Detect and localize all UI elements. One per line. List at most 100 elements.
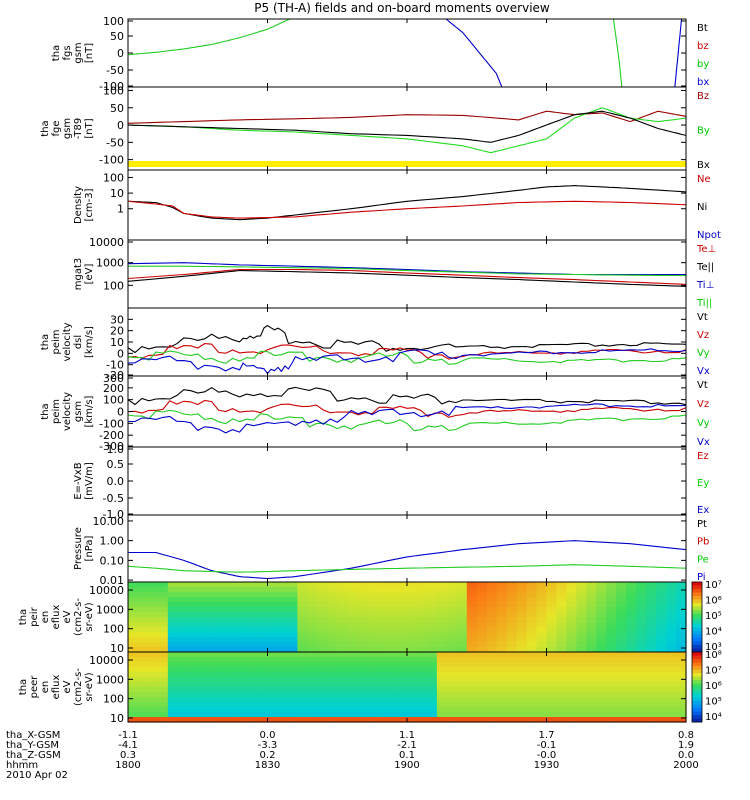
spectrogram-cell <box>297 672 308 678</box>
series-line <box>127 18 291 56</box>
spectrogram-cell <box>287 637 298 643</box>
spectrogram-cell <box>496 632 508 638</box>
spectrogram-cell <box>337 712 348 718</box>
spectrogram-cell <box>128 617 139 623</box>
spectrogram-cell <box>646 667 657 673</box>
colorbar-segment <box>692 617 702 621</box>
spectrogram-cell <box>327 692 338 698</box>
ephemeris-value: 1900 <box>394 760 419 771</box>
spectrogram-cell <box>387 707 398 713</box>
spectrogram-cell <box>576 622 587 628</box>
spectrogram-cell <box>157 607 169 613</box>
spectrogram-cell <box>307 637 318 643</box>
spectrogram-cell <box>466 657 478 663</box>
spectrogram-cell <box>357 672 368 678</box>
spectrogram-cell <box>147 617 159 623</box>
spectrogram-cell <box>596 592 607 598</box>
spectrogram-cell <box>207 702 219 708</box>
spectrogram-cell <box>596 632 607 638</box>
spectrogram-cell <box>656 687 667 693</box>
spectrogram-cell <box>187 682 199 688</box>
spectrogram-cell <box>397 662 408 668</box>
spectrogram-cell <box>367 642 378 648</box>
spectrogram-cell <box>456 587 468 593</box>
spectrogram-cell <box>377 592 388 598</box>
spectrogram-cell <box>666 687 677 693</box>
spectrogram-cell <box>287 667 298 673</box>
colorbar-segment <box>692 694 702 698</box>
spectrogram-cell <box>347 682 358 688</box>
spectrogram-cell <box>197 672 209 678</box>
spectrogram-cell <box>367 667 378 673</box>
spectrogram-cell <box>357 717 368 723</box>
spectrogram-cell <box>297 607 308 613</box>
spectrogram-cell <box>646 707 657 713</box>
spectrogram-cell <box>307 687 318 693</box>
spectrogram-cell <box>157 582 169 588</box>
spectrogram-cell <box>137 712 149 718</box>
spectrogram-cell <box>337 612 348 618</box>
spectrogram-cell <box>536 652 548 658</box>
spectrogram-cell <box>297 627 308 633</box>
spectrogram-cell <box>596 602 607 608</box>
y-axis-label: peir <box>29 606 40 626</box>
spectrogram-cell <box>277 617 289 623</box>
colorbar-segment <box>692 631 702 635</box>
colorbar-label: 10⁷ <box>705 580 722 591</box>
y-tick-label: 0.0 <box>107 475 125 488</box>
spectrogram-cell <box>596 607 607 613</box>
spectrogram-cell <box>476 597 488 603</box>
colorbar-segment <box>692 603 702 607</box>
spectrogram-cell <box>197 597 209 603</box>
spectrogram-cell <box>217 667 229 673</box>
spectrogram-cell <box>217 622 229 628</box>
spectrogram-cell <box>466 582 478 588</box>
spectrogram-cell <box>586 687 597 693</box>
spectrogram-cell <box>496 622 508 628</box>
spectrogram-cell <box>297 632 308 638</box>
spectrogram-cell <box>307 647 318 653</box>
spectrogram-cell <box>436 602 448 608</box>
spectrogram-cell <box>327 652 338 658</box>
spectrogram-cell <box>177 687 189 693</box>
spectrogram-cell <box>317 712 328 718</box>
spectrogram-cell <box>317 707 328 713</box>
y-axis-label: tha <box>40 334 51 350</box>
spectrogram-cell <box>616 682 627 688</box>
spectrogram-cell <box>377 697 388 703</box>
colorbar-label: 10³ <box>705 642 722 653</box>
ephemeris-value: 1800 <box>115 760 140 771</box>
spectrogram-cell <box>676 667 687 673</box>
spectrogram-cell <box>676 617 687 623</box>
spectrogram-cell <box>277 687 289 693</box>
spectrogram-cell <box>666 697 677 703</box>
spectrogram-cell <box>446 672 458 678</box>
spectrogram-cell <box>197 662 209 668</box>
spectrogram-cell <box>177 707 189 713</box>
spectrogram-cell <box>137 707 149 713</box>
spectrogram-cell <box>177 617 189 623</box>
spectrogram-cell <box>367 697 378 703</box>
spectrogram-cell <box>626 662 637 668</box>
spectrogram-cell <box>556 717 568 723</box>
y-tick-label: 50 <box>110 102 124 115</box>
spectrogram-cell <box>436 692 448 698</box>
spectrogram-cell <box>247 667 259 673</box>
spectrogram-cell <box>496 637 508 643</box>
legend-label: Ti⊥ <box>696 280 714 291</box>
spectrogram-cell <box>257 607 269 613</box>
spectrogram-cell <box>486 592 498 598</box>
spectrogram-cell <box>516 667 528 673</box>
spectrogram-cell <box>157 717 169 723</box>
spectrogram-cell <box>446 717 458 723</box>
spectrogram-cell <box>317 622 328 628</box>
spectrogram-cell <box>177 592 189 598</box>
spectrogram-cell <box>317 697 328 703</box>
spectrogram-cell <box>556 682 568 688</box>
spectrogram-cell <box>237 637 249 643</box>
spectrogram-cell <box>137 597 149 603</box>
spectrogram-cell <box>416 582 428 588</box>
spectrogram-cell <box>317 677 328 683</box>
